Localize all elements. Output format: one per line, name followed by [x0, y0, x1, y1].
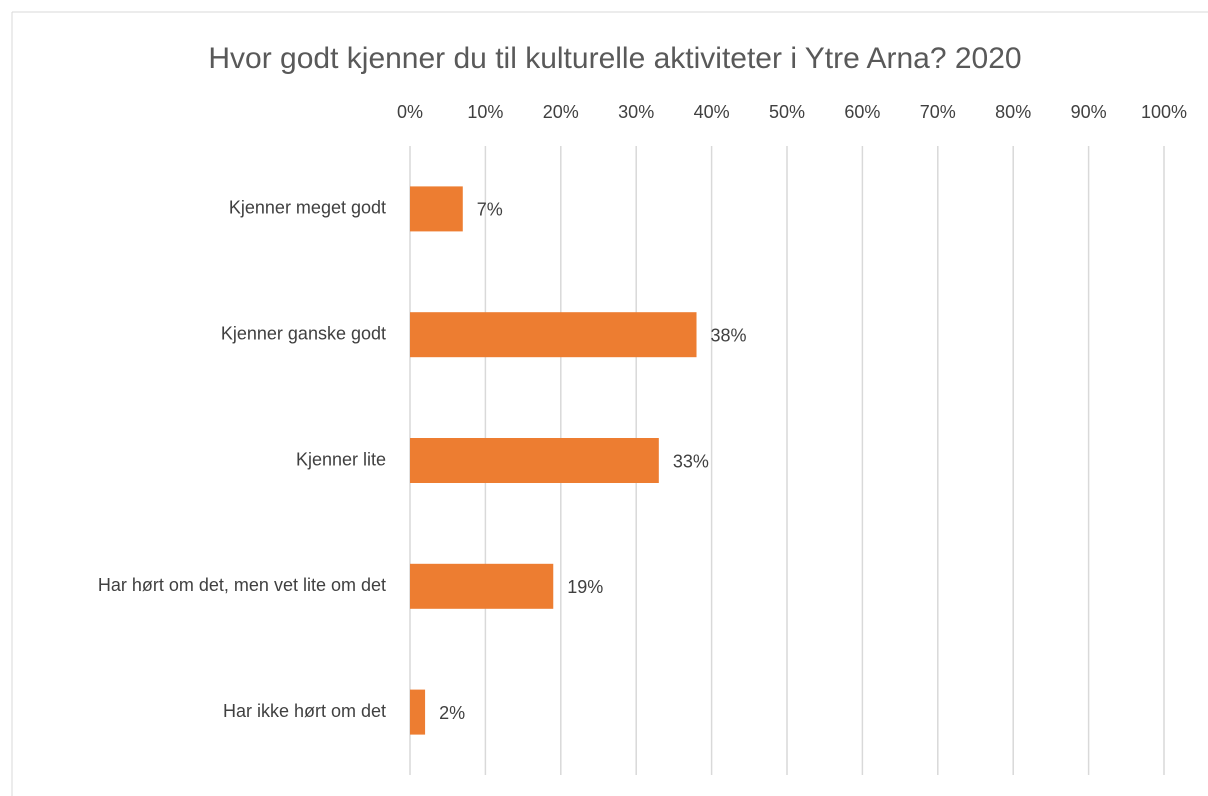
x-tick-label: 70% [920, 102, 956, 122]
data-label: 19% [567, 577, 603, 597]
x-tick-label: 20% [543, 102, 579, 122]
x-tick-label: 30% [618, 102, 654, 122]
y-tick-label: Kjenner lite [296, 449, 386, 469]
x-tick-label: 0% [397, 102, 423, 122]
bar [410, 312, 697, 358]
x-tick-label: 50% [769, 102, 805, 122]
y-tick-label: Kjenner ganske godt [221, 323, 386, 343]
x-tick-label: 80% [995, 102, 1031, 122]
x-tick-label: 100% [1141, 102, 1187, 122]
data-label: 33% [673, 451, 709, 471]
data-label: 7% [477, 200, 503, 220]
bar [410, 563, 554, 609]
data-label: 38% [711, 325, 747, 345]
bar [410, 438, 659, 483]
chart-title: Hvor godt kjenner du til kulturelle akti… [208, 42, 1021, 75]
y-tick-label: Har ikke hørt om det [223, 701, 386, 721]
x-tick-label: 10% [467, 102, 503, 122]
bar [410, 186, 463, 232]
bar [410, 689, 426, 735]
y-tick-label: Har hørt om det, men vet lite om det [98, 575, 386, 595]
x-tick-label: 60% [844, 102, 880, 122]
x-tick-label: 90% [1071, 102, 1107, 122]
y-tick-label: Kjenner meget godt [229, 198, 386, 218]
x-tick-label: 40% [694, 102, 730, 122]
data-label: 2% [439, 703, 465, 723]
